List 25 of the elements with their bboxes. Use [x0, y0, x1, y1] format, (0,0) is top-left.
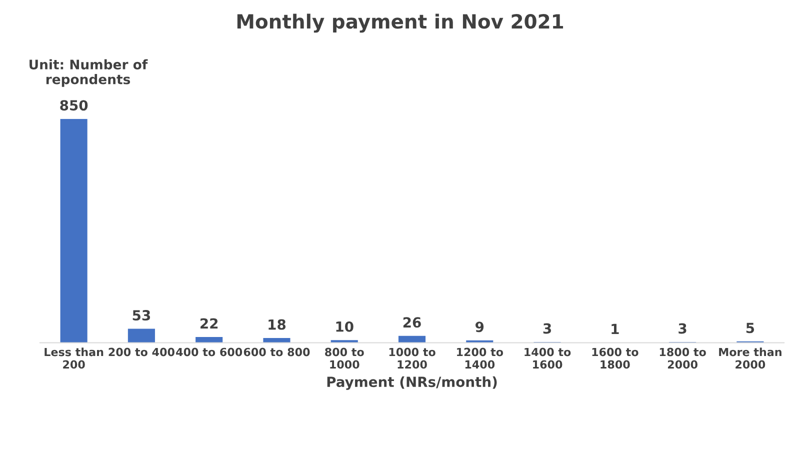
- text: Unit: Number of repondents: [30, 59, 148, 87]
- data-label: 53: [132, 310, 150, 321]
- x-tick-label: 1200 to 1400: [457, 348, 504, 369]
- data-label: 5: [746, 322, 754, 334]
- data-label: 26: [403, 317, 421, 328]
- data-label: 9: [476, 322, 484, 332]
- x-tick-label: More than 2000: [719, 348, 782, 369]
- data-label: 3: [543, 323, 551, 334]
- data-label: 22: [200, 318, 218, 329]
- x-tick-label: 400 to 600: [176, 348, 242, 356]
- x-tick-label: 200 to 400: [108, 348, 174, 356]
- x-axis-title: Payment (NRs/month): [327, 376, 497, 390]
- x-tick-label: 1000 to 1200: [389, 348, 436, 369]
- data-label: 18: [268, 319, 286, 330]
- data-label: 3: [678, 323, 686, 334]
- data-label: 1: [612, 324, 619, 334]
- chart-title: Monthly payment in Nov 2021: [237, 14, 564, 33]
- data-label: 10: [336, 321, 354, 332]
- x-tick-label: 600 to 800: [244, 348, 310, 356]
- x-tick-label: Less than 200: [44, 348, 104, 369]
- x-tick-label: 1600 to 1800: [592, 348, 638, 369]
- x-tick-label: 800 to 1000: [325, 348, 364, 369]
- x-tick-label: 1400 to 1600: [524, 348, 571, 369]
- x-tick-label: 1800 to 2000: [660, 348, 706, 369]
- data-label: 850: [60, 100, 88, 111]
